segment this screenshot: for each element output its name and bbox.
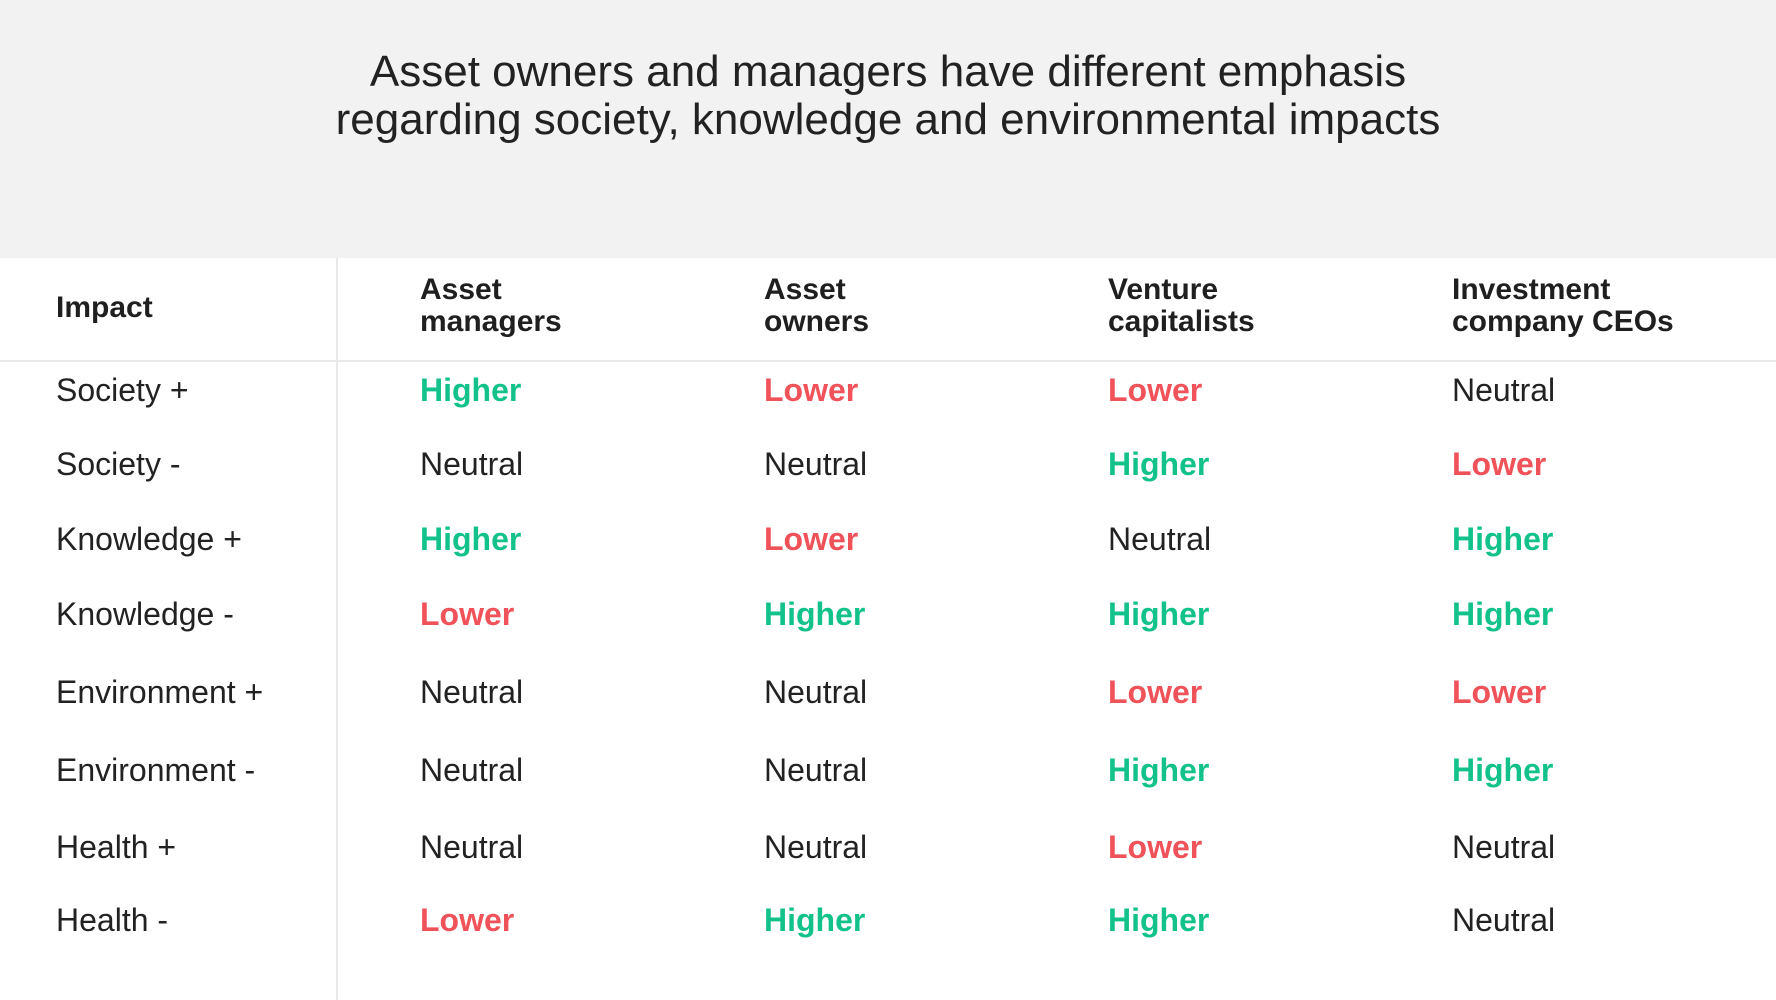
row-label: Health + <box>56 829 177 865</box>
impact-table: Impact Asset managers Asset owners Venture cap… <box>0 258 1776 1000</box>
impact-value-cell: Higher <box>420 372 522 408</box>
header-divider <box>0 360 1776 362</box>
impact-value-cell: Higher <box>1108 446 1210 482</box>
impact-value-cell: Lower <box>1452 674 1547 710</box>
impact-value-cell: Higher <box>420 521 522 557</box>
column-header-col-1: Asset managers <box>420 274 562 338</box>
impact-value-cell: Neutral <box>764 829 868 865</box>
page-title: Asset owners and managers have different… <box>335 47 1441 144</box>
impact-value-cell: Lower <box>420 902 515 938</box>
column-header-col-3: Venture capitalists <box>1108 274 1255 338</box>
impact-value-cell: Higher <box>1452 521 1554 557</box>
title-banner: Asset owners and managers have different… <box>0 0 1776 258</box>
column-header-line: managers <box>420 305 562 338</box>
row-label: Society - <box>56 446 181 482</box>
impact-value-cell: Higher <box>1108 752 1210 788</box>
impact-value-cell: Lower <box>1108 829 1203 865</box>
impact-value-cell: Lower <box>420 596 515 632</box>
column-header-line: Investment <box>1452 273 1611 306</box>
column-header-line: Venture <box>1108 273 1219 306</box>
impact-value-cell: Neutral <box>764 446 868 482</box>
row-label: Knowledge + <box>56 521 242 557</box>
impact-value-cell: Higher <box>1452 752 1554 788</box>
impact-value-cell: Neutral <box>1108 521 1212 557</box>
impact-value-cell: Neutral <box>420 674 524 710</box>
row-label: Environment - <box>56 752 256 788</box>
column-divider <box>336 258 338 1000</box>
column-header-line: company CEOs <box>1452 305 1674 338</box>
column-header-col-4: Investment company CEOs <box>1452 274 1674 338</box>
impact-value-cell: Lower <box>1452 446 1547 482</box>
impact-value-cell: Neutral <box>764 752 868 788</box>
impact-value-cell: Neutral <box>420 446 524 482</box>
impact-value-cell: Lower <box>764 372 859 408</box>
impact-value-cell: Lower <box>1108 674 1203 710</box>
column-header-line: Asset <box>420 273 502 306</box>
impact-value-cell: Neutral <box>1452 902 1556 938</box>
impact-value-cell: Higher <box>764 596 866 632</box>
impact-value-cell: Higher <box>764 902 866 938</box>
row-label: Environment + <box>56 674 264 710</box>
row-label: Knowledge - <box>56 596 234 632</box>
row-label: Health - <box>56 902 169 938</box>
impact-value-cell: Neutral <box>764 674 868 710</box>
column-header-line: capitalists <box>1108 305 1255 338</box>
impact-value-cell: Higher <box>1452 596 1554 632</box>
impact-value-cell: Neutral <box>1452 372 1556 408</box>
impact-value-cell: Higher <box>1108 596 1210 632</box>
column-header-line: owners <box>764 305 870 338</box>
column-header-col-2: Asset owners <box>764 274 869 338</box>
impact-value-cell: Lower <box>1108 372 1203 408</box>
row-label: Society + <box>56 372 189 408</box>
column-header-line: Asset <box>764 273 846 306</box>
impact-value-cell: Higher <box>1108 902 1210 938</box>
impact-value-cell: Lower <box>764 521 859 557</box>
impact-value-cell: Neutral <box>420 829 524 865</box>
column-header-impact: Impact <box>56 292 153 324</box>
column-header-line: Impact <box>56 291 153 324</box>
impact-value-cell: Neutral <box>1452 829 1556 865</box>
impact-value-cell: Neutral <box>420 752 524 788</box>
